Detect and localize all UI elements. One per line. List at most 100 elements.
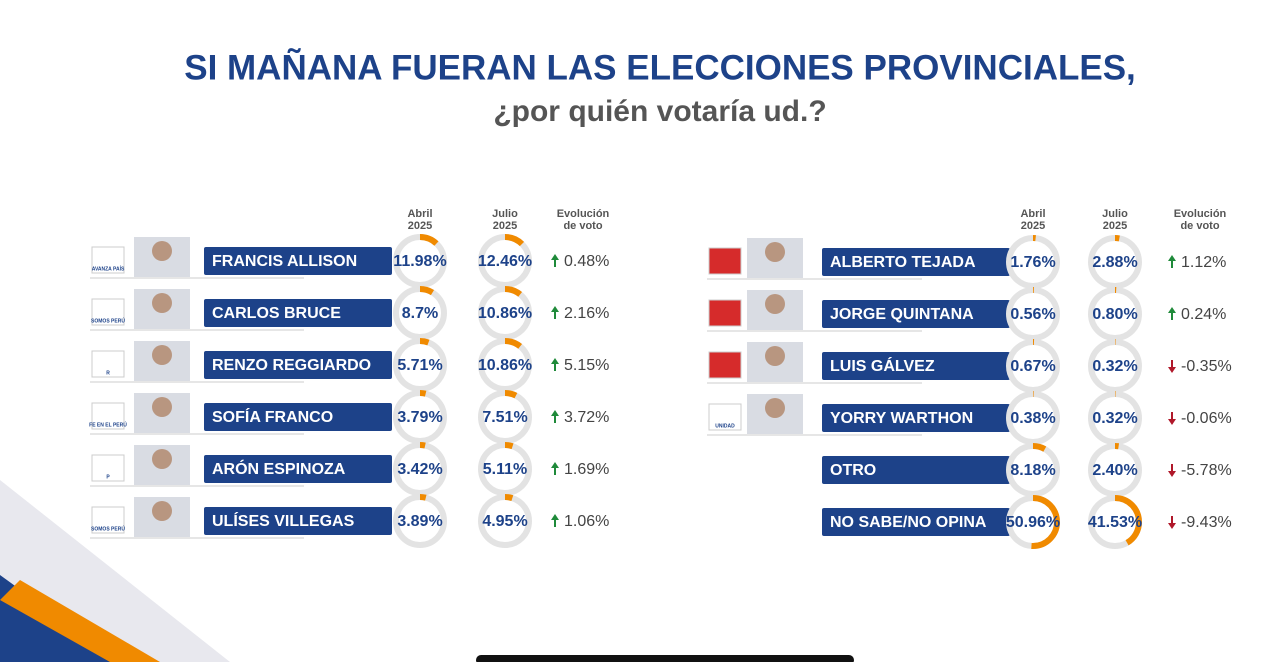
percent: 41.53% bbox=[1088, 514, 1142, 531]
ring-value bbox=[478, 338, 532, 392]
photo-head bbox=[152, 449, 172, 469]
ring-value bbox=[478, 234, 532, 288]
photo-head bbox=[152, 293, 172, 313]
percent: 3.79% bbox=[397, 409, 442, 426]
logo-text: SOMOS PERÚ bbox=[91, 317, 125, 324]
logo bbox=[708, 351, 742, 379]
column-header: Julio bbox=[492, 208, 518, 220]
name-bar bbox=[204, 247, 392, 275]
percent: 0.38% bbox=[1010, 410, 1055, 427]
change: 3.72% bbox=[564, 409, 609, 426]
percent: 4.95% bbox=[482, 513, 527, 530]
change: -9.43% bbox=[1181, 514, 1232, 531]
change: 0.48% bbox=[564, 253, 609, 270]
percent: 0.56% bbox=[1010, 306, 1055, 323]
photo-head bbox=[765, 346, 785, 366]
candidate-name: YORRY WARTHON bbox=[830, 410, 973, 427]
column-header: Evolución bbox=[1174, 208, 1227, 220]
column-header: 2025 bbox=[408, 220, 432, 232]
change: 1.06% bbox=[564, 513, 609, 530]
candidate-name: JORGE QUINTANA bbox=[830, 306, 974, 323]
change: -0.06% bbox=[1181, 410, 1232, 427]
candidate-name: ALBERTO TEJADA bbox=[830, 254, 976, 271]
ring-value bbox=[1006, 391, 1060, 445]
logo bbox=[708, 299, 742, 327]
ring-value bbox=[1006, 339, 1060, 393]
ring-value bbox=[478, 390, 532, 444]
change: 1.69% bbox=[564, 461, 609, 478]
percent: 8.7% bbox=[402, 305, 438, 322]
logo bbox=[91, 402, 125, 430]
ring-value bbox=[1088, 339, 1142, 393]
ring-value bbox=[393, 234, 447, 288]
name-bar bbox=[204, 299, 392, 327]
name-bar bbox=[204, 455, 392, 483]
candidate-name: ULÍSES VILLEGAS bbox=[212, 511, 355, 530]
photo-head bbox=[765, 294, 785, 314]
logo-text: UNIDAD bbox=[715, 423, 735, 429]
photo-head bbox=[765, 398, 785, 418]
candidate-name: FRANCIS ALLISON bbox=[212, 253, 357, 270]
candidate-name: RENZO REGGIARDO bbox=[212, 357, 371, 374]
column-header: Julio bbox=[1102, 208, 1128, 220]
percent: 5.11% bbox=[483, 461, 527, 478]
percent: 11.98% bbox=[393, 253, 446, 270]
name-bar bbox=[204, 351, 392, 379]
percent: 10.86% bbox=[478, 357, 532, 374]
arrow-up bbox=[551, 514, 559, 527]
arrow-up bbox=[551, 358, 559, 371]
change: 5.15% bbox=[564, 357, 609, 374]
ring-value bbox=[1088, 443, 1142, 497]
name-bar bbox=[204, 403, 392, 431]
percent: 3.42% bbox=[397, 461, 442, 478]
ring-value bbox=[1088, 287, 1142, 341]
column-header: 2025 bbox=[1021, 220, 1045, 232]
column-header: de voto bbox=[1180, 220, 1219, 232]
percent: 0.67% bbox=[1010, 358, 1055, 375]
column-header: de voto bbox=[563, 220, 602, 232]
name-bar bbox=[822, 404, 1010, 432]
ring-value bbox=[393, 494, 447, 548]
candidate-name: ARÓN ESPINOZA bbox=[212, 459, 346, 478]
change: -0.35% bbox=[1181, 358, 1232, 375]
ring-value bbox=[1006, 287, 1060, 341]
change: 0.24% bbox=[1181, 306, 1226, 323]
logo-text: P bbox=[106, 474, 110, 480]
percent: 1.76% bbox=[1010, 254, 1055, 271]
percent: 2.40% bbox=[1092, 462, 1137, 479]
logo-text: FE EN EL PERÚ bbox=[89, 421, 127, 428]
column-header: Abril bbox=[1020, 208, 1045, 220]
ring-value bbox=[393, 442, 447, 496]
name-bar bbox=[822, 300, 1010, 328]
percent: 0.80% bbox=[1092, 306, 1137, 323]
ring-value bbox=[1088, 495, 1142, 549]
ring-value bbox=[393, 286, 447, 340]
name-bar bbox=[822, 248, 1010, 276]
name-bar bbox=[822, 508, 1010, 536]
logo bbox=[91, 298, 125, 326]
candidate-name: OTRO bbox=[830, 462, 876, 479]
ring-value bbox=[478, 442, 532, 496]
ring-value bbox=[393, 338, 447, 392]
ring-value bbox=[478, 286, 532, 340]
candidate-name: NO SABE/NO OPINA bbox=[830, 514, 987, 531]
arrow-up bbox=[551, 410, 559, 423]
logo bbox=[708, 403, 742, 431]
logo-text: R bbox=[106, 370, 110, 376]
title: SI MAÑANA FUERAN LAS ELECCIONES PROVINCI… bbox=[184, 48, 1136, 87]
ring-value bbox=[1006, 235, 1060, 289]
logo-text: SOMOS PERÚ bbox=[91, 525, 125, 532]
percent: 12.46% bbox=[478, 253, 532, 270]
change: -5.78% bbox=[1181, 462, 1232, 479]
percent: 0.32% bbox=[1092, 410, 1137, 427]
photo-head bbox=[152, 241, 172, 261]
column-header: Abril bbox=[407, 208, 432, 220]
logo bbox=[91, 350, 125, 378]
ring-value bbox=[1088, 391, 1142, 445]
percent: 5.71% bbox=[397, 357, 442, 374]
percent: 8.18% bbox=[1010, 462, 1055, 479]
name-bar bbox=[204, 507, 392, 535]
home-bar bbox=[476, 655, 854, 662]
column-header: 2025 bbox=[1103, 220, 1127, 232]
